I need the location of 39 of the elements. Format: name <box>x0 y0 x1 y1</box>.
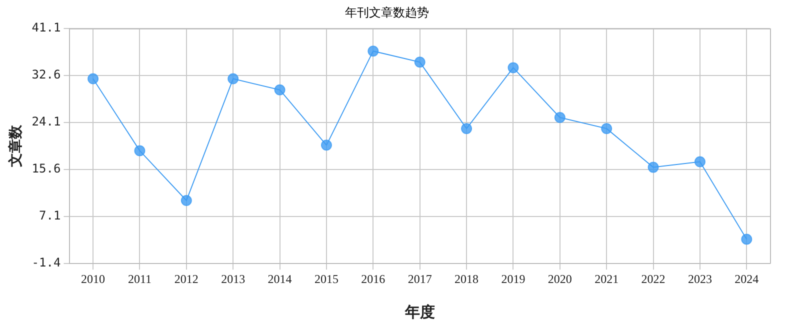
point <box>88 73 99 84</box>
y-tick-label: 24.1 <box>32 114 61 129</box>
x-tick-label: 2016 <box>361 272 386 286</box>
x-tick-label: 2018 <box>454 272 479 286</box>
x-axis-title: 年度 <box>404 302 435 321</box>
x-tick-label: 2024 <box>734 272 759 286</box>
point <box>601 123 612 134</box>
x-tick-label: 2014 <box>268 272 292 286</box>
x-tick-label: 2021 <box>594 272 619 286</box>
point <box>461 123 472 134</box>
x-tick-label: 2010 <box>81 272 106 286</box>
point <box>414 56 426 68</box>
point <box>554 112 566 123</box>
x-tick-label: 2023 <box>688 272 712 286</box>
x-tick-label: 2011 <box>128 272 152 286</box>
y-tick-label: 7.1 <box>39 208 61 223</box>
point <box>274 84 286 96</box>
y-tick-label: -1.4 <box>32 256 61 270</box>
x-tick-label: 2019 <box>501 272 526 286</box>
x-tick-label: 2013 <box>221 272 246 286</box>
point <box>368 46 379 57</box>
point <box>180 195 192 206</box>
point <box>320 140 332 151</box>
y-tick-label: 41.1 <box>32 20 61 35</box>
y-tick-label: 32.6 <box>32 68 61 82</box>
x-tick-label: 2017 <box>408 272 432 286</box>
point <box>508 62 519 74</box>
x-tick-label: 2022 <box>641 272 666 286</box>
point <box>741 234 752 245</box>
y-axis-title: 文章数 <box>7 124 24 168</box>
point <box>694 156 706 168</box>
x-tick-label: 2015 <box>314 272 338 286</box>
point <box>134 145 146 156</box>
y-tick-label: 15.6 <box>32 162 61 176</box>
x-tick-label: 2020 <box>548 272 572 286</box>
point <box>648 162 659 173</box>
x-tick-label: 2012 <box>174 272 198 286</box>
point <box>228 73 239 84</box>
chart-title: 年刊文章数趋势 <box>345 5 429 20</box>
